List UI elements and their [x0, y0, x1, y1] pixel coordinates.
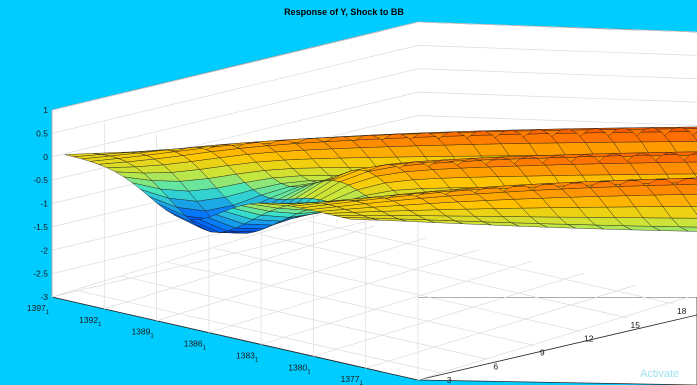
- date-tick-label: 13891: [131, 327, 154, 340]
- date-tick-label: 13801: [288, 362, 311, 375]
- y-grid-line: [75, 289, 442, 374]
- date-tick-label: 13921: [79, 315, 102, 328]
- x-grid-line: [313, 169, 584, 357]
- horizon-tick-label: 3: [447, 375, 452, 385]
- surface-facet: [64, 153, 102, 157]
- date-tick-subscript: 1: [150, 334, 154, 340]
- horizon-tick-label: 18: [677, 306, 687, 316]
- horizon-tick-label: 6: [493, 361, 498, 371]
- x-axis-line: [51, 296, 419, 381]
- z-grid-line: [51, 21, 697, 111]
- tick-labels: 10.50-0.5-1-1.5-2-2.5-313971139211389113…: [27, 105, 687, 385]
- date-tick-subscript: 1: [307, 369, 311, 375]
- horizon-tick-label: 15: [631, 320, 641, 330]
- x-grid-line: [51, 110, 323, 298]
- date-tick-subscript: 1: [46, 310, 50, 316]
- date-tick-subscript: 1: [255, 357, 259, 363]
- z-tick-label: -2.5: [33, 269, 48, 279]
- date-tick-label: 13971: [27, 303, 50, 316]
- z-grid-line: [51, 45, 697, 134]
- y-axis-line: [417, 314, 697, 381]
- z-grid-line: [51, 68, 697, 158]
- z-tick-label: 0.5: [36, 128, 48, 138]
- date-tick-label: 13771: [341, 374, 364, 385]
- z-tick-label: 0: [43, 152, 48, 162]
- z-tick-label: -0.5: [33, 175, 48, 185]
- y-grid-line: [168, 262, 535, 346]
- date-tick-subscript: 1: [203, 346, 207, 352]
- y-grid-line: [121, 275, 488, 360]
- watermark-text: Activate: [640, 368, 679, 380]
- z-tick-label: -1: [40, 199, 48, 209]
- z-tick-label: -2: [40, 245, 48, 255]
- z-tick-label: 1: [43, 105, 48, 115]
- date-tick-subscript: 1: [98, 322, 102, 328]
- x-grid-line: [417, 193, 689, 381]
- y-grid-line: [214, 248, 581, 332]
- z-tick-label: -3: [40, 292, 48, 302]
- z-tick-label: -1.5: [33, 222, 48, 232]
- date-tick-label: 13861: [184, 339, 207, 352]
- date-tick-subscript: 1: [360, 381, 364, 385]
- y-grid-line: [307, 220, 674, 305]
- x-grid-line: [365, 181, 636, 369]
- surface-mesh: [64, 126, 697, 234]
- chart-title: Response of Y, Shock to BB: [284, 7, 404, 17]
- date-tick-label: 13831: [236, 350, 259, 363]
- y-grid-line: [261, 234, 628, 319]
- x-grid-line: [103, 121, 375, 310]
- horizon-tick-label: 12: [584, 334, 594, 344]
- horizon-tick-label: 9: [540, 347, 545, 357]
